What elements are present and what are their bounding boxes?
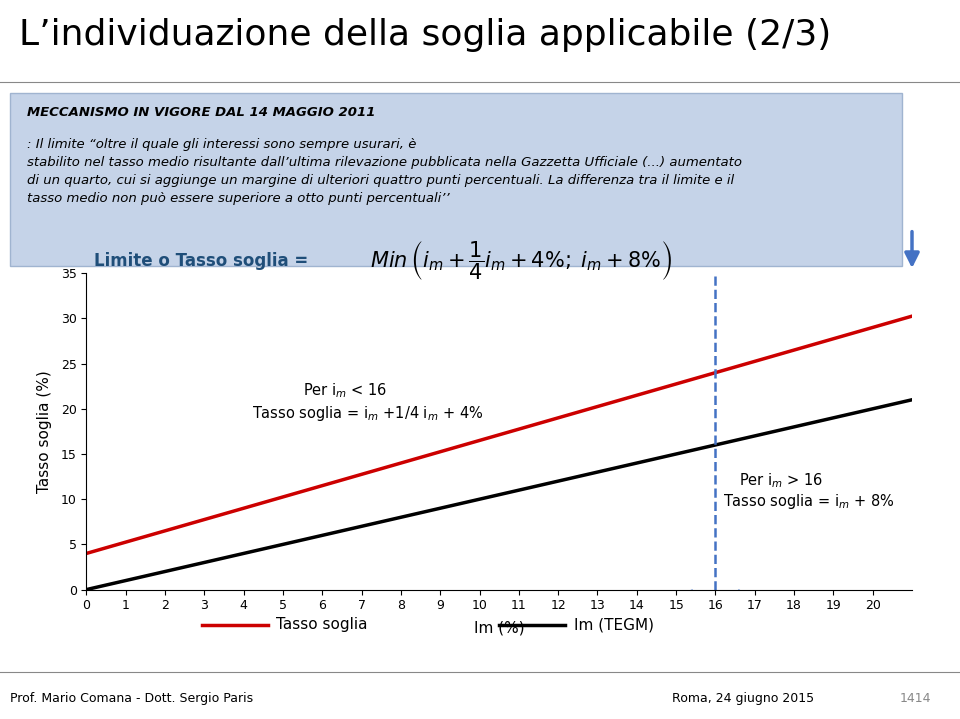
Text: Prof. Mario Comana - Dott. Sergio Paris: Prof. Mario Comana - Dott. Sergio Paris — [10, 692, 252, 705]
Text: MECCANISMO IN VIGORE DAL 14 MAGGIO 2011: MECCANISMO IN VIGORE DAL 14 MAGGIO 2011 — [28, 106, 376, 119]
Text: Per i$_m$ > 16: Per i$_m$ > 16 — [739, 472, 824, 490]
Text: Tasso soglia = i$_m$ +1/4 i$_m$ + 4%: Tasso soglia = i$_m$ +1/4 i$_m$ + 4% — [252, 404, 483, 423]
Text: Roma, 24 giugno 2015: Roma, 24 giugno 2015 — [672, 692, 814, 705]
Text: Tasso soglia: Tasso soglia — [276, 617, 368, 632]
Text: : Il limite “oltre il quale gli interessi sono sempre usurari, è
stabilito nel t: : Il limite “oltre il quale gli interess… — [28, 138, 742, 206]
Y-axis label: Tasso soglia (%): Tasso soglia (%) — [37, 370, 53, 493]
Text: Per i$_m$ < 16: Per i$_m$ < 16 — [302, 381, 387, 400]
Text: Tasso soglia = i$_m$ + 8%: Tasso soglia = i$_m$ + 8% — [723, 493, 895, 511]
Text: 1414: 1414 — [900, 692, 931, 705]
FancyBboxPatch shape — [10, 93, 902, 266]
Text: Limite o Tasso soglia =: Limite o Tasso soglia = — [94, 252, 314, 270]
Text: L’individuazione della soglia applicabile (2/3): L’individuazione della soglia applicabil… — [19, 17, 831, 52]
X-axis label: Im (%): Im (%) — [474, 620, 524, 636]
Text: Im (TEGM): Im (TEGM) — [573, 617, 654, 632]
Text: $\mathit{Min}\,\left(i_m + \dfrac{1}{4}i_m + 4\%;\; i_m + 8\%\right)$: $\mathit{Min}\,\left(i_m + \dfrac{1}{4}i… — [370, 239, 672, 283]
